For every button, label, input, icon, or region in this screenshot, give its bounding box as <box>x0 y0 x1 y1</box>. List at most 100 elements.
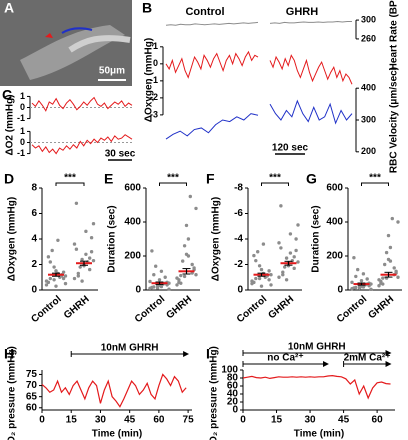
data-point <box>54 269 58 273</box>
significance-bracket <box>361 182 389 186</box>
data-point <box>388 259 393 263</box>
data-point <box>292 255 296 259</box>
data-point <box>396 275 400 279</box>
data-point <box>267 269 271 273</box>
y-tick-label: 1 <box>20 126 25 136</box>
data-point <box>175 276 179 280</box>
significance-bracket <box>55 182 85 186</box>
y-tick-label: -3 <box>150 109 158 119</box>
data-point <box>277 241 281 245</box>
y-tick-label: -2 <box>234 259 243 270</box>
y-tick-label: 1 <box>20 91 25 101</box>
y-axis-label: RBC Velocity (μm/sec) <box>389 67 400 173</box>
data-point <box>269 273 273 277</box>
data-point <box>63 281 68 286</box>
data-point <box>354 274 358 279</box>
data-point <box>167 281 171 285</box>
data-point <box>56 238 60 242</box>
y-tick-label: 600 <box>326 183 343 194</box>
data-point <box>279 204 283 208</box>
x-tick-label: 30 <box>304 415 316 426</box>
trace <box>165 113 259 140</box>
y-tick-label: 0 <box>337 285 343 296</box>
data-point <box>194 206 198 211</box>
data-point <box>181 259 185 263</box>
data-point <box>257 264 262 268</box>
x-tick-label: GHRH <box>366 294 396 321</box>
trace <box>31 134 133 155</box>
data-point <box>88 256 92 260</box>
data-point <box>388 245 393 250</box>
y-axis-label: ΔOxygen (mmHg) <box>144 38 155 122</box>
data-point <box>186 254 191 258</box>
scale-bar-label: 50μm <box>99 66 125 77</box>
data-point <box>256 250 260 254</box>
y-tick-label: 0 <box>31 285 37 296</box>
data-point <box>396 220 400 224</box>
data-point <box>152 273 156 277</box>
data-point <box>394 269 398 273</box>
data-point <box>365 277 369 281</box>
data-point <box>88 267 92 272</box>
x-tick-label: 75 <box>183 415 195 426</box>
data-point <box>283 265 287 269</box>
y-axis-label: O₂ pressure (mmHg) <box>209 346 220 440</box>
panel-letter: G <box>306 171 317 187</box>
data-point <box>154 264 158 268</box>
data-point <box>177 280 181 285</box>
data-point <box>48 276 52 281</box>
y-tick-label: 1 <box>153 41 158 51</box>
data-point <box>294 248 298 253</box>
data-point <box>261 242 266 246</box>
data-point <box>52 278 56 282</box>
trace <box>31 96 133 112</box>
y-tick-label: 0 <box>153 58 158 68</box>
x-tick-label: GHRH <box>164 294 194 321</box>
data-point <box>182 244 187 248</box>
data-point <box>80 279 84 283</box>
x-axis-label: Time (min) <box>294 429 344 440</box>
x-tick-label: 30 <box>95 415 107 426</box>
y-tick-label: -1 <box>17 148 25 158</box>
probe-marker <box>45 33 53 38</box>
data-point <box>356 267 360 272</box>
y-axis-label: ΔO2 (mmHg) <box>5 94 16 155</box>
y-tick-label: 0 <box>135 285 141 296</box>
x-tick-label: 15 <box>66 415 78 426</box>
data-point <box>292 266 296 271</box>
data-line <box>242 374 391 400</box>
y-tick-label: 75 <box>26 369 38 380</box>
data-point <box>167 287 171 291</box>
data-point <box>259 267 264 272</box>
y-tick-label: 300 <box>361 14 376 24</box>
y-tick-label: -6 <box>234 208 243 219</box>
scan-line <box>61 27 93 34</box>
y-tick-label: 2 <box>31 259 37 270</box>
significance-bracket <box>159 182 187 186</box>
y-tick-label: 400 <box>124 217 141 228</box>
trace <box>165 50 259 79</box>
data-point <box>377 284 381 288</box>
data-point <box>254 258 258 263</box>
data-point <box>44 283 49 287</box>
data-point <box>175 283 179 287</box>
data-point <box>155 286 160 290</box>
y-tick-label: 60 <box>227 381 239 392</box>
y-tick-label: 4 <box>31 234 37 245</box>
data-point <box>84 229 88 234</box>
annotation: 10nM GHRH <box>101 343 159 354</box>
panel-letter: B <box>142 0 152 16</box>
significance-bracket <box>261 182 289 186</box>
y-tick-label: 80 <box>227 373 239 384</box>
data-point <box>50 248 54 253</box>
data-point <box>44 279 49 283</box>
y-tick-label: -8 <box>234 183 243 194</box>
data-point <box>188 194 192 199</box>
y-tick-label: 6 <box>31 208 37 219</box>
data-point <box>259 284 264 288</box>
data-point <box>76 271 81 276</box>
y-tick-label: 70 <box>26 380 38 391</box>
data-point <box>252 253 256 258</box>
x-tick-label: Control <box>235 294 269 325</box>
y-tick-label: 260 <box>361 33 376 43</box>
